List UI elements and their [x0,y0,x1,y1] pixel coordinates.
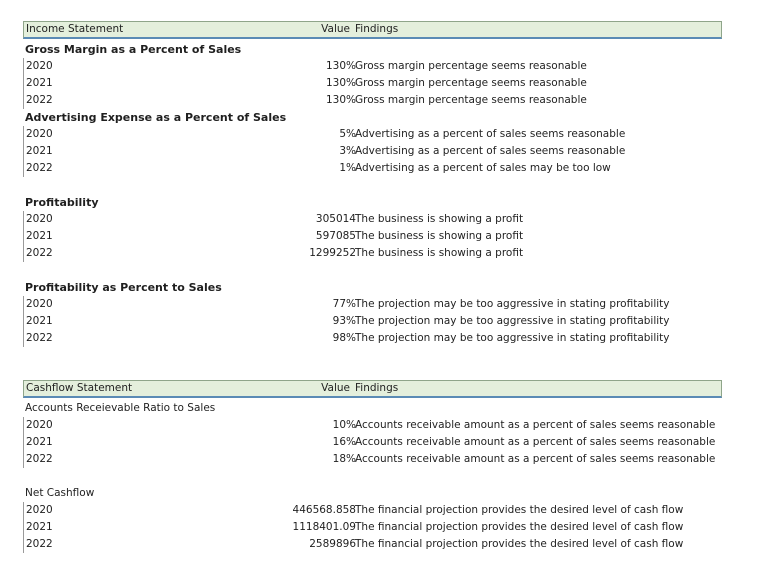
year-cell[interactable]: 2022 [26,247,53,259]
finding-cell[interactable]: The financial projection provides the de… [355,538,684,550]
year-cell[interactable]: 2020 [26,419,53,431]
value-cell[interactable]: 2589896 [309,538,356,550]
cashflow-statement-header-row: Cashflow Statement Value Findings [23,380,722,398]
finding-cell[interactable]: The financial projection provides the de… [355,504,684,516]
year-cell[interactable]: 2021 [26,436,53,448]
value-cell[interactable]: 305014 [315,213,356,225]
table-row: 2022 18% Accounts receivable amount as a… [23,451,721,468]
accounts-receivable-section-title-row: Accounts Receievable Ratio to Sales [23,400,720,417]
finding-cell[interactable]: Accounts receivable amount as a percent … [355,453,716,465]
profitability-section-title-row: Profitability [23,194,720,211]
finding-cell[interactable]: Accounts receivable amount as a percent … [355,436,716,448]
year-cell[interactable]: 2022 [26,94,53,106]
table-row: 2021 3% Advertising as a percent of sale… [23,143,721,160]
finding-cell[interactable]: The projection may be too aggressive in … [355,315,670,327]
year-cell[interactable]: 2022 [26,162,53,174]
table-row: 2022 1299252 The business is showing a p… [23,245,721,262]
profitability-percent-section-title-row: Profitability as Percent to Sales [23,279,720,296]
value-cell[interactable]: 446568.858 [292,504,356,516]
finding-cell[interactable]: Gross margin percentage seems reasonable [355,77,587,89]
finding-cell[interactable]: The business is showing a profit [355,213,524,225]
table-row: 2020 446568.858 The financial projection… [23,502,721,519]
value-cell[interactable]: 130% [325,77,356,89]
income-value-column-header[interactable]: Value [321,23,350,35]
finding-cell[interactable]: Gross margin percentage seems reasonable [355,94,587,106]
finding-cell[interactable]: The projection may be too aggressive in … [355,298,670,310]
year-cell[interactable]: 2022 [26,538,53,550]
advertising-section-title-row: Advertising Expense as a Percent of Sale… [23,109,720,126]
finding-cell[interactable]: The business is showing a profit [355,230,524,242]
gross-margin-section-title-row: Gross Margin as a Percent of Sales [23,41,720,58]
finding-cell[interactable]: The projection may be too aggressive in … [355,332,670,344]
year-cell[interactable]: 2022 [26,332,53,344]
year-cell[interactable]: 2020 [26,213,53,225]
income-findings-column-header[interactable]: Findings [355,23,399,35]
cashflow-findings-column-header[interactable]: Findings [355,382,399,394]
year-cell[interactable]: 2020 [26,128,53,140]
value-cell[interactable]: 3% [339,145,356,157]
section-title[interactable]: Net Cashflow [25,487,95,499]
income-statement-header-row: Income Statement Value Findings [23,21,722,39]
value-cell[interactable]: 130% [325,94,356,106]
table-row: 2022 130% Gross margin percentage seems … [23,92,721,109]
table-row: 2021 93% The projection may be too aggre… [23,313,721,330]
year-cell[interactable]: 2020 [26,504,53,516]
table-row: 2020 77% The projection may be too aggre… [23,296,721,313]
value-cell[interactable]: 93% [332,315,356,327]
year-cell[interactable]: 2021 [26,77,53,89]
value-cell[interactable]: 16% [332,436,356,448]
year-cell[interactable]: 2021 [26,230,53,242]
table-row: 2021 597085 The business is showing a pr… [23,228,721,245]
value-cell[interactable]: 130% [325,60,356,72]
income-statement-header-label[interactable]: Income Statement [26,23,124,35]
value-cell[interactable]: 1118401.09 [292,521,356,533]
table-row: 2020 130% Gross margin percentage seems … [23,58,721,75]
year-cell[interactable]: 2021 [26,145,53,157]
table-row: 2020 305014 The business is showing a pr… [23,211,721,228]
section-title[interactable]: Profitability as Percent to Sales [25,281,222,294]
table-row: 2022 1% Advertising as a percent of sale… [23,160,721,177]
net-cashflow-section-title-row: Net Cashflow [23,485,720,502]
year-cell[interactable]: 2020 [26,60,53,72]
year-cell[interactable]: 2021 [26,315,53,327]
table-row: 2021 1118401.09 The financial projection… [23,519,721,536]
section-title[interactable]: Profitability [25,196,99,209]
section-title[interactable]: Advertising Expense as a Percent of Sale… [25,111,287,124]
finding-cell[interactable]: Advertising as a percent of sales seems … [355,128,626,140]
value-cell[interactable]: 77% [332,298,356,310]
table-row: 2020 10% Accounts receivable amount as a… [23,417,721,434]
year-cell[interactable]: 2021 [26,521,53,533]
finding-cell[interactable]: Accounts receivable amount as a percent … [355,419,716,431]
value-cell[interactable]: 597085 [315,230,356,242]
value-cell[interactable]: 10% [332,419,356,431]
table-row: 2021 16% Accounts receivable amount as a… [23,434,721,451]
value-cell[interactable]: 1299252 [309,247,356,259]
year-cell[interactable]: 2020 [26,298,53,310]
table-row: 2022 98% The projection may be too aggre… [23,330,721,347]
table-row: 2021 130% Gross margin percentage seems … [23,75,721,92]
finding-cell[interactable]: The financial projection provides the de… [355,521,684,533]
cashflow-value-column-header[interactable]: Value [321,382,350,394]
finding-cell[interactable]: Gross margin percentage seems reasonable [355,60,587,72]
section-title[interactable]: Accounts Receievable Ratio to Sales [25,402,216,414]
table-row: 2022 2589896 The financial projection pr… [23,536,721,553]
table-row: 2020 5% Advertising as a percent of sale… [23,126,721,143]
section-title[interactable]: Gross Margin as a Percent of Sales [25,43,242,56]
value-cell[interactable]: 98% [332,332,356,344]
year-cell[interactable]: 2022 [26,453,53,465]
value-cell[interactable]: 18% [332,453,356,465]
finding-cell[interactable]: Advertising as a percent of sales may be… [355,162,611,174]
finding-cell[interactable]: Advertising as a percent of sales seems … [355,145,626,157]
value-cell[interactable]: 5% [339,128,356,140]
value-cell[interactable]: 1% [339,162,356,174]
cashflow-statement-header-label[interactable]: Cashflow Statement [26,382,133,394]
finding-cell[interactable]: The business is showing a profit [355,247,524,259]
